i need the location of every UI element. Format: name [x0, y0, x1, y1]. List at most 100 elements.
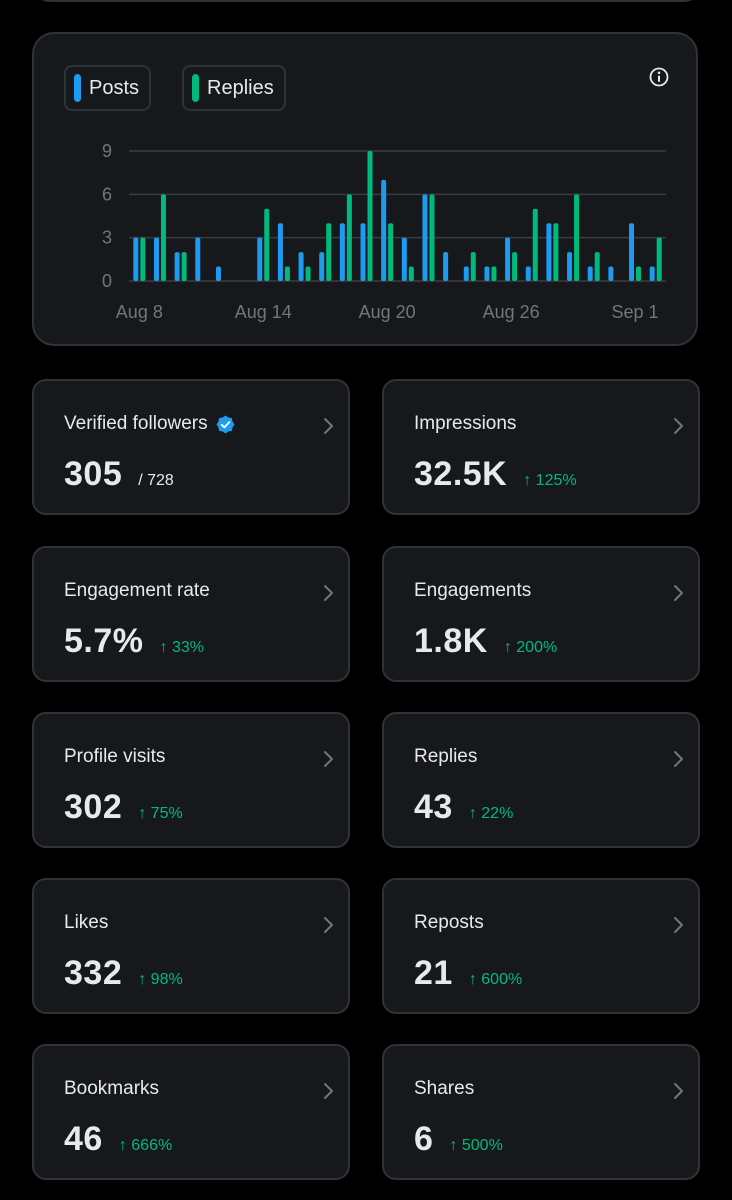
replies-bar[interactable] [346, 194, 352, 281]
metric-value: 5.7% [64, 622, 144, 660]
posts-bar[interactable] [195, 237, 201, 281]
posts-bar[interactable] [339, 223, 345, 281]
x-tick-label: Aug 20 [359, 302, 416, 322]
metric-value-row: 43 ↑ 22% [414, 788, 513, 827]
chevron-right-icon [324, 1083, 333, 1099]
replies-bar[interactable] [181, 252, 187, 281]
metric-value-row: 32.5K ↑ 125% [414, 455, 577, 494]
metric-card-impressions[interactable]: Impressions 32.5K ↑ 125% [382, 379, 700, 515]
posts-bar[interactable] [215, 266, 221, 281]
x-tick-label: Aug 8 [116, 302, 163, 322]
metric-label: Reposts [414, 912, 484, 933]
legend-replies-toggle[interactable]: Replies [182, 65, 286, 111]
replies-bar[interactable] [656, 237, 662, 281]
metric-card-bookmarks[interactable]: Bookmarks 46 ↑ 666% [32, 1044, 350, 1180]
metric-label: Bookmarks [64, 1078, 160, 1099]
metric-value-row: 1.8K ↑ 200% [414, 622, 557, 661]
replies-bar[interactable] [470, 252, 476, 281]
metric-label: Likes [64, 912, 109, 933]
replies-bar[interactable] [574, 194, 580, 281]
replies-bar[interactable] [160, 194, 166, 281]
metric-card-likes[interactable]: Likes 332 ↑ 98% [32, 878, 350, 1014]
replies-bar[interactable] [594, 252, 600, 281]
metric-card-engagements[interactable]: Engagements 1.8K ↑ 200% [382, 546, 700, 682]
metric-card-profile-visits[interactable]: Profile visits 302 ↑ 75% [32, 712, 350, 848]
posts-bar[interactable] [629, 223, 635, 281]
replies-bar[interactable] [367, 151, 373, 281]
posts-bar[interactable] [484, 266, 490, 281]
metric-value: 21 [414, 954, 453, 992]
posts-bar[interactable] [567, 252, 573, 281]
replies-bar[interactable] [305, 266, 311, 281]
chevron-right-icon [674, 1083, 683, 1099]
metric-card-verified-followers[interactable]: Verified followers 305 / 728 [32, 379, 350, 515]
replies-bar[interactable] [388, 223, 394, 281]
posts-bar[interactable] [587, 266, 593, 281]
metric-change: ↑ 33% [159, 639, 204, 656]
metric-card-shares[interactable]: Shares 6 ↑ 500% [382, 1044, 700, 1180]
replies-bar[interactable] [512, 252, 518, 281]
posts-bar[interactable] [174, 252, 180, 281]
legend-posts-toggle[interactable]: Posts [64, 65, 152, 111]
chevron-right-icon [324, 751, 333, 767]
metric-value: 302 [64, 788, 123, 826]
replies-bar[interactable] [636, 266, 642, 281]
replies-bar[interactable] [264, 208, 270, 281]
chevron-right-icon [674, 418, 683, 434]
bar-chart: 0 3 6 9 Aug 8 Aug 14 Aug 20 Aug 26 Sep 1 [102, 141, 666, 322]
posts-bar[interactable] [257, 237, 263, 281]
metric-label-row: Profile visits [64, 746, 165, 768]
metric-card-replies[interactable]: Replies 43 ↑ 22% [382, 712, 700, 848]
posts-bar[interactable] [153, 237, 159, 281]
replies-bar[interactable] [491, 266, 497, 281]
metric-label-row: Likes [64, 912, 108, 934]
metric-change: ↑ 600% [468, 971, 523, 988]
previous-card-edge [32, 0, 702, 2]
posts-bar[interactable] [360, 223, 366, 281]
posts-bar[interactable] [546, 223, 552, 281]
posts-bar[interactable] [319, 252, 325, 281]
posts-bar[interactable] [463, 266, 469, 281]
posts-bar[interactable] [298, 252, 304, 281]
replies-bar[interactable] [429, 194, 435, 281]
metric-card-engagement-rate[interactable]: Engagement rate 5.7% ↑ 33% [32, 546, 350, 682]
posts-bar[interactable] [608, 266, 614, 281]
metric-label-row: Impressions [414, 413, 516, 435]
metric-value: 6 [414, 1120, 434, 1158]
replies-bar[interactable] [408, 266, 414, 281]
metric-change: ↑ 98% [138, 971, 183, 988]
posts-bar[interactable] [277, 223, 283, 281]
info-icon[interactable] [648, 66, 670, 88]
posts-bar[interactable] [401, 237, 407, 281]
replies-bar[interactable] [284, 266, 290, 281]
metric-label: Verified followers [64, 413, 208, 434]
posts-bar[interactable] [505, 237, 511, 281]
replies-bar[interactable] [326, 223, 332, 281]
metric-label: Impressions [414, 413, 517, 434]
metric-change: ↑ 500% [449, 1137, 503, 1154]
chevron-right-icon [324, 917, 333, 933]
metric-label: Replies [414, 746, 478, 767]
posts-bar[interactable] [133, 237, 139, 281]
metric-change: ↑ 200% [503, 639, 558, 656]
y-tick-label: 6 [102, 184, 112, 204]
metric-value-row: 46 ↑ 666% [64, 1120, 172, 1159]
replies-bar[interactable] [532, 208, 538, 281]
posts-bar[interactable] [525, 266, 531, 281]
metric-label-row: Replies [414, 746, 477, 768]
metric-card-reposts[interactable]: Reposts 21 ↑ 600% [382, 878, 700, 1014]
posts-bar[interactable] [443, 252, 449, 281]
y-tick-label: 9 [102, 141, 112, 161]
posts-bar[interactable] [381, 179, 387, 281]
posts-bar[interactable] [649, 266, 655, 281]
metric-label: Engagement rate [64, 580, 210, 601]
metric-value-row: 6 ↑ 500% [414, 1120, 503, 1159]
replies-bar[interactable] [553, 223, 559, 281]
metric-total: / 728 [138, 472, 174, 489]
legend-replies-label: Replies [207, 76, 274, 99]
metric-label-row: Reposts [414, 912, 484, 934]
posts-bar[interactable] [422, 194, 428, 281]
replies-bar[interactable] [140, 237, 146, 281]
metric-value: 32.5K [414, 455, 508, 493]
metric-label-row: Shares [414, 1078, 474, 1100]
